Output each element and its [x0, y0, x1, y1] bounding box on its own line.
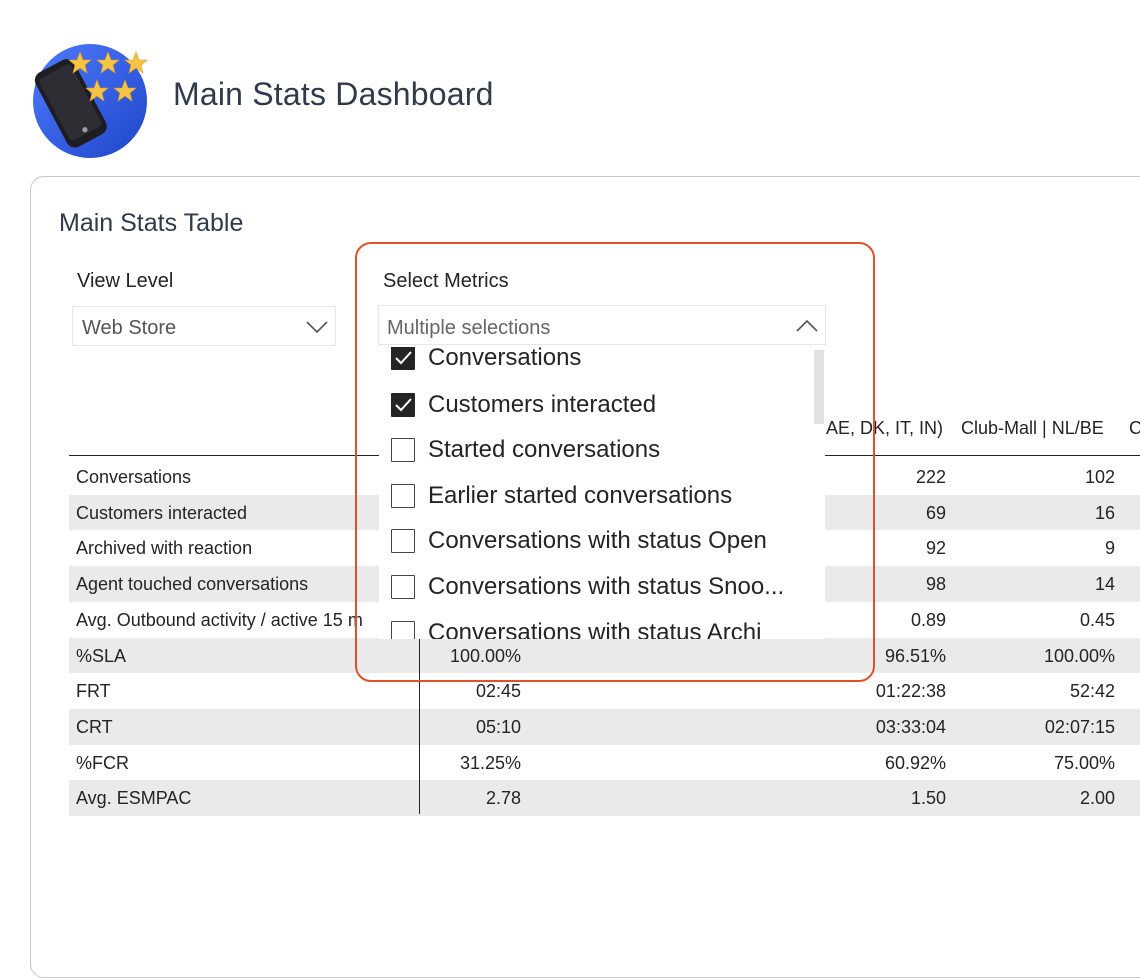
checkbox[interactable]	[391, 621, 415, 639]
metric-option-label: Conversations with status Snoo...	[428, 573, 785, 600]
select-metrics-value: Multiple selections	[387, 317, 551, 339]
checkmark-icon	[395, 398, 412, 412]
cell-value: 222	[915, 467, 946, 487]
cell-value: 92	[925, 538, 946, 559]
card-title: Main Stats Table	[59, 209, 244, 237]
table-row: Conversations 222 102	[69, 459, 1140, 495]
metric-option-label: Customers interacted	[428, 391, 657, 418]
cell-value: 02:45	[475, 681, 521, 702]
cell-value: 03:33:04	[875, 716, 946, 737]
metric-option-label: Conversations with status Open	[428, 527, 767, 554]
cell-value: 05:10	[475, 716, 521, 737]
select-metrics-label: Select Metrics	[383, 270, 509, 292]
options-scrollbar[interactable]	[814, 350, 824, 424]
row-label: Avg. Outbound activity / active 15 m	[76, 609, 363, 630]
table-row: %FCR 31.25% 60.92% 75.00%	[69, 745, 1140, 781]
cell-value: 16	[1094, 502, 1115, 523]
metric-option-label: Earlier started conversations	[428, 482, 733, 509]
table-row: CRT 05:10 03:33:04 02:07:15	[69, 708, 1140, 745]
chevron-down-icon	[306, 321, 328, 334]
checkbox[interactable]	[391, 393, 415, 417]
row-label: Customers interacted	[76, 502, 248, 523]
metric-option-label: Conversations	[428, 347, 582, 371]
cell-value: 102	[1084, 467, 1115, 487]
app-logo-icon	[33, 44, 148, 158]
column-header: AE, DK, IT, IN)	[826, 418, 944, 438]
table-row: %SLA 100.00% 96.51% 100.00%	[69, 637, 1140, 674]
metric-option-label: Started conversations	[428, 436, 661, 463]
row-label: Avg. ESMPAC	[76, 788, 192, 809]
row-label: %FCR	[76, 752, 129, 773]
cell-value: 100.00%	[449, 645, 521, 666]
metrics-options-list[interactable]: Conversations Customers interacted Start…	[379, 347, 825, 639]
page-title: Main Stats Dashboard	[173, 76, 494, 112]
cell-value: 01:22:38	[875, 681, 946, 702]
checkmark-icon	[395, 351, 412, 365]
cell-value: 1.50	[910, 788, 946, 809]
table-row: Avg. ESMPAC 2.78 1.50 2.00	[69, 780, 1140, 816]
cell-value: 14	[1094, 574, 1115, 595]
cell-value: 75.00%	[1053, 752, 1115, 773]
select-metrics-dropdown[interactable]: Multiple selections	[378, 305, 826, 345]
cell-value: 69	[925, 502, 946, 523]
cell-value: 60.92%	[884, 752, 946, 773]
metric-option-label: Conversations with status Archi	[428, 619, 762, 639]
checkbox[interactable]	[391, 529, 415, 553]
checkbox[interactable]	[391, 438, 415, 462]
cell-value: 98	[925, 574, 946, 595]
cell-value: 2.78	[485, 788, 521, 809]
chevron-up-icon	[796, 319, 818, 332]
row-label: Conversations	[76, 467, 192, 487]
cell-value: 96.51%	[884, 645, 946, 666]
table-row: Archived with reaction 92 9	[69, 530, 1140, 566]
view-level-dropdown[interactable]: Web Store	[72, 306, 336, 346]
row-label: FRT	[76, 681, 111, 702]
cell-value: 52:42	[1069, 681, 1115, 702]
view-level-label: View Level	[77, 270, 174, 292]
view-level-value: Web Store	[82, 317, 177, 339]
checkbox[interactable]	[391, 484, 415, 508]
checkbox[interactable]	[391, 347, 415, 370]
table-row: Avg. Outbound activity / active 15 m 0.8…	[69, 602, 1140, 638]
checkbox[interactable]	[391, 575, 415, 599]
column-divider	[419, 636, 420, 814]
cell-value: 02:07:15	[1044, 716, 1115, 737]
cell-value: 9	[1104, 538, 1115, 559]
cell-value: 2.00	[1079, 788, 1115, 809]
cell-value: 0.45	[1079, 609, 1115, 630]
row-label: CRT	[76, 716, 113, 737]
row-label: Archived with reaction	[76, 538, 253, 559]
row-label: Agent touched conversations	[76, 574, 309, 595]
table-row: FRT 02:45 01:22:38 52:42	[69, 673, 1140, 709]
column-header: C	[1129, 418, 1140, 438]
cell-value: 100.00%	[1043, 645, 1115, 666]
cell-value: 31.25%	[459, 752, 521, 773]
column-header: Club-Mall | NL/BE	[961, 418, 1104, 438]
row-label: %SLA	[76, 645, 127, 666]
cell-value: 0.89	[910, 609, 946, 630]
